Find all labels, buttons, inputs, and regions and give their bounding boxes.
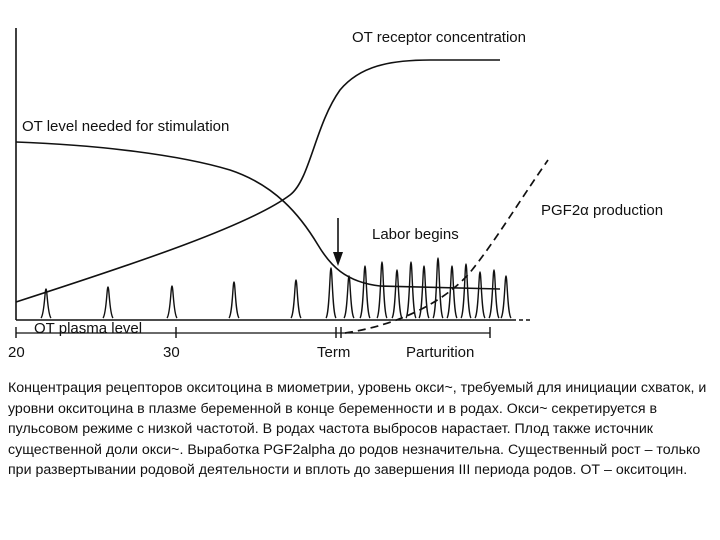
labor-arrow-head xyxy=(333,252,343,266)
ot-pulse xyxy=(446,265,458,319)
ot-pulse xyxy=(488,269,500,319)
x-tick-30: 30 xyxy=(163,344,180,361)
label-pgf: PGF2α production xyxy=(541,202,663,219)
ot-pulse xyxy=(460,263,472,319)
label-labor: Labor begins xyxy=(372,226,459,243)
label-needed: OT level needed for stimulation xyxy=(22,118,229,135)
ot-pulse xyxy=(432,257,444,319)
x-tick-20: 20 xyxy=(8,344,25,361)
ot-pulse xyxy=(290,279,302,319)
ot-pulse xyxy=(228,281,240,319)
ot-pulse xyxy=(325,267,337,319)
x-tick-parturition: Parturition xyxy=(406,344,474,361)
ot-pulse xyxy=(500,275,512,319)
ot-pulse xyxy=(474,271,486,319)
ot-pulse xyxy=(391,269,403,319)
ot-pulse xyxy=(40,288,52,319)
ot-pulse xyxy=(343,275,355,319)
ot-plasma-pulses xyxy=(40,257,512,319)
figure-caption: Концентрация рецепторов окситоцина в мио… xyxy=(8,380,707,478)
label-plasma: OT plasma level xyxy=(34,320,142,337)
ot-pulse xyxy=(418,265,430,319)
oxytocin-diagram: OT receptor concentration OT level neede… xyxy=(8,28,663,361)
ot-pulse xyxy=(102,286,114,319)
x-tick-term: Term xyxy=(317,344,350,361)
pgf2a-curve xyxy=(344,159,549,334)
ot-needed-curve xyxy=(15,141,501,290)
ot-pulse xyxy=(376,261,388,319)
ot-pulse xyxy=(405,261,417,319)
label-receptor: OT receptor concentration xyxy=(352,29,526,46)
ot-receptor-curve xyxy=(15,59,500,303)
ot-pulse xyxy=(166,285,178,319)
ot-pulse xyxy=(359,265,371,319)
